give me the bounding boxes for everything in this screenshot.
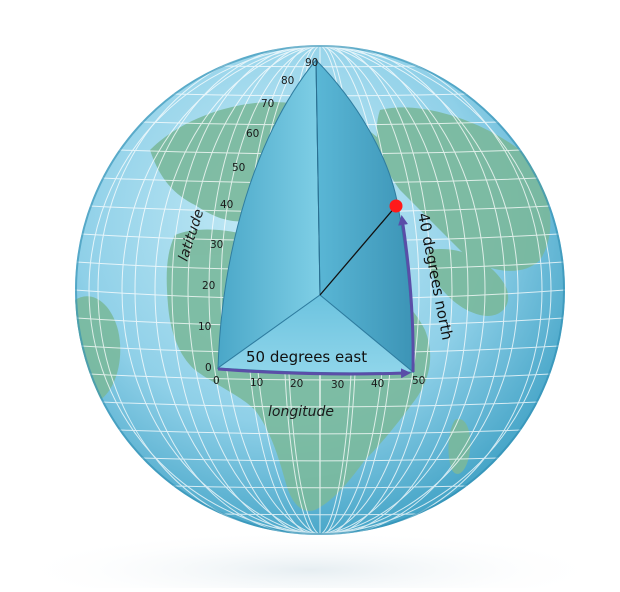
lon-tick-40: 40 — [371, 378, 384, 390]
floor-shadow — [10, 530, 610, 592]
lat-tick-60: 60 — [246, 128, 259, 140]
lat-tick-10: 10 — [198, 321, 211, 333]
lon-tick-30: 30 — [331, 379, 344, 391]
lat-tick-50: 50 — [232, 162, 245, 174]
land-madagascar — [448, 419, 471, 474]
lat-tick-30: 30 — [210, 239, 223, 251]
meridian-line — [88, 45, 565, 535]
lon-tick-10: 10 — [250, 377, 263, 389]
lat-tick-20: 20 — [202, 280, 215, 292]
meridian-line — [75, 45, 552, 535]
north-arrow — [398, 215, 415, 373]
lon-tick-0: 0 — [213, 375, 220, 387]
wedge-left-face — [217, 58, 321, 369]
meridian-line — [187, 45, 469, 535]
meridian-line — [97, 45, 519, 535]
meridian-line — [220, 45, 432, 535]
longitude-axis-label: longitude — [268, 404, 334, 420]
land-asia — [376, 107, 551, 271]
lon-tick-50: 50 — [412, 375, 425, 387]
meridian-line — [154, 45, 506, 535]
lat-tick-0: 0 — [205, 362, 212, 374]
meridian-line — [134, 45, 486, 535]
lat-tick-40: 40 — [220, 199, 233, 211]
radius-line — [319, 205, 397, 296]
lat-tick-70: 70 — [261, 98, 274, 110]
meridian-line — [171, 45, 453, 535]
east-arrow — [217, 367, 411, 379]
wedge-axis — [315, 59, 321, 296]
longitude-ticks: 0 10 20 30 40 50 — [213, 375, 425, 391]
location-point — [389, 199, 403, 213]
cutaway-wedge — [216, 58, 415, 374]
lon-tick-20: 20 — [290, 378, 303, 390]
east-arrow-label: 50 degrees east — [246, 348, 367, 366]
meridian-line — [208, 45, 420, 535]
latitude-ticks: 0 10 20 30 40 50 60 70 80 90 — [198, 57, 318, 374]
lat-tick-80: 80 — [281, 75, 294, 87]
lat-tick-90: 90 — [305, 57, 318, 69]
meridian-line — [121, 45, 543, 535]
globe-rim — [75, 45, 565, 535]
